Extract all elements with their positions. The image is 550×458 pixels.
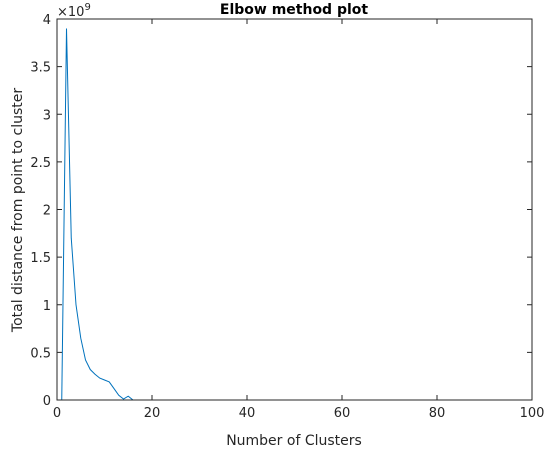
y-tick-label: 2.5 bbox=[30, 156, 51, 171]
y-tick-label: 2 bbox=[43, 204, 51, 219]
y-exponent-power: 9 bbox=[84, 2, 90, 13]
x-tick-label: 20 bbox=[144, 406, 161, 421]
x-tick-label: 0 bbox=[53, 406, 61, 421]
y-tick-label: 0 bbox=[43, 394, 51, 409]
y-tick-label: 0.5 bbox=[30, 346, 51, 361]
chart-title: Elbow method plot bbox=[220, 2, 369, 18]
y-exponent-base: ×10 bbox=[57, 5, 84, 20]
axes-box bbox=[56, 18, 533, 401]
x-tick-label: 40 bbox=[239, 406, 256, 421]
y-exponent: ×109 bbox=[57, 2, 91, 20]
y-tick-label: 3 bbox=[43, 108, 51, 123]
y-tick-label: 4 bbox=[43, 13, 51, 28]
x-tick-label: 60 bbox=[334, 406, 351, 421]
y-tick-label: 1.5 bbox=[30, 251, 51, 266]
y-tick-label: 1 bbox=[43, 299, 51, 314]
y-axis-label: Total distance from point to cluster bbox=[10, 88, 26, 333]
data-line bbox=[61, 28, 532, 401]
y-tick-label: 3.5 bbox=[30, 61, 51, 76]
x-tick-label: 80 bbox=[429, 406, 446, 421]
x-tick-label: 100 bbox=[520, 406, 545, 421]
x-axis-label: Number of Clusters bbox=[226, 433, 362, 449]
plot-area bbox=[57, 19, 532, 400]
